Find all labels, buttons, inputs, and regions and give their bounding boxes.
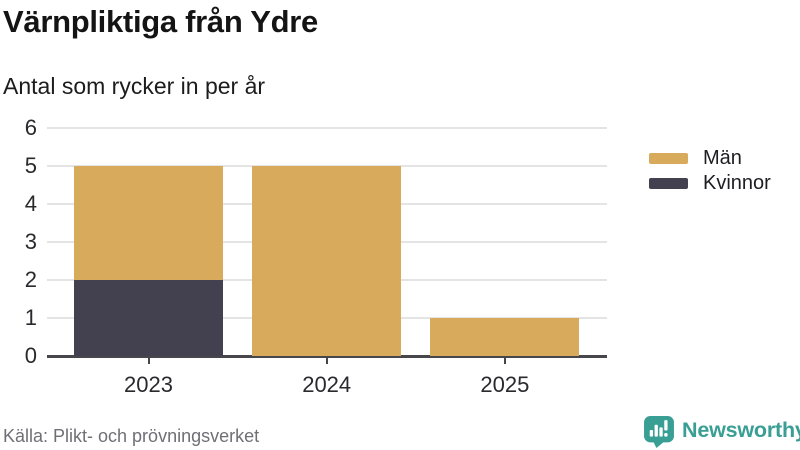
x-axis-label: 2025 — [480, 372, 530, 397]
newsworthy-icon — [644, 416, 674, 448]
legend-swatch — [649, 177, 688, 189]
y-axis-label: 3 — [24, 229, 37, 254]
x-axis-line — [47, 355, 607, 358]
axis-tick — [325, 358, 328, 364]
axis-tick — [503, 358, 506, 364]
bar-segment-kvinnor-2023 — [74, 280, 223, 356]
legend: Män Kvinnor — [649, 147, 771, 202]
y-axis-label: 5 — [24, 153, 37, 178]
source-note: Källa: Plikt- och prövningsverket — [3, 426, 260, 446]
legend-label: Kvinnor — [703, 172, 771, 194]
y-axis-label: 4 — [24, 191, 37, 216]
bar-segment-män-2024 — [252, 166, 402, 356]
legend-swatch — [649, 152, 688, 164]
axis-tick — [147, 358, 150, 364]
x-axis-label: 2024 — [302, 372, 352, 397]
bar-segment-män-2023 — [74, 166, 223, 280]
bar-segment-män-2025 — [430, 318, 580, 356]
newsworthy-wordmark: Newsworthy — [682, 418, 800, 442]
y-axis-label: 6 — [24, 115, 37, 140]
legend-item-män: Män — [649, 147, 771, 169]
legend-label: Män — [703, 147, 742, 169]
x-axis-label: 2023 — [124, 372, 173, 397]
gridline — [47, 127, 607, 129]
y-axis-label: 2 — [24, 267, 37, 292]
y-axis-label: 1 — [24, 305, 37, 330]
legend-item-kvinnor: Kvinnor — [649, 172, 771, 194]
chart-subtitle: Antal som rycker in per år — [3, 73, 266, 99]
y-axis-label: 0 — [24, 343, 37, 368]
chart-title: Värnpliktiga från Ydre — [3, 4, 318, 39]
newsworthy-logo: Newsworthy — [643, 415, 800, 448]
